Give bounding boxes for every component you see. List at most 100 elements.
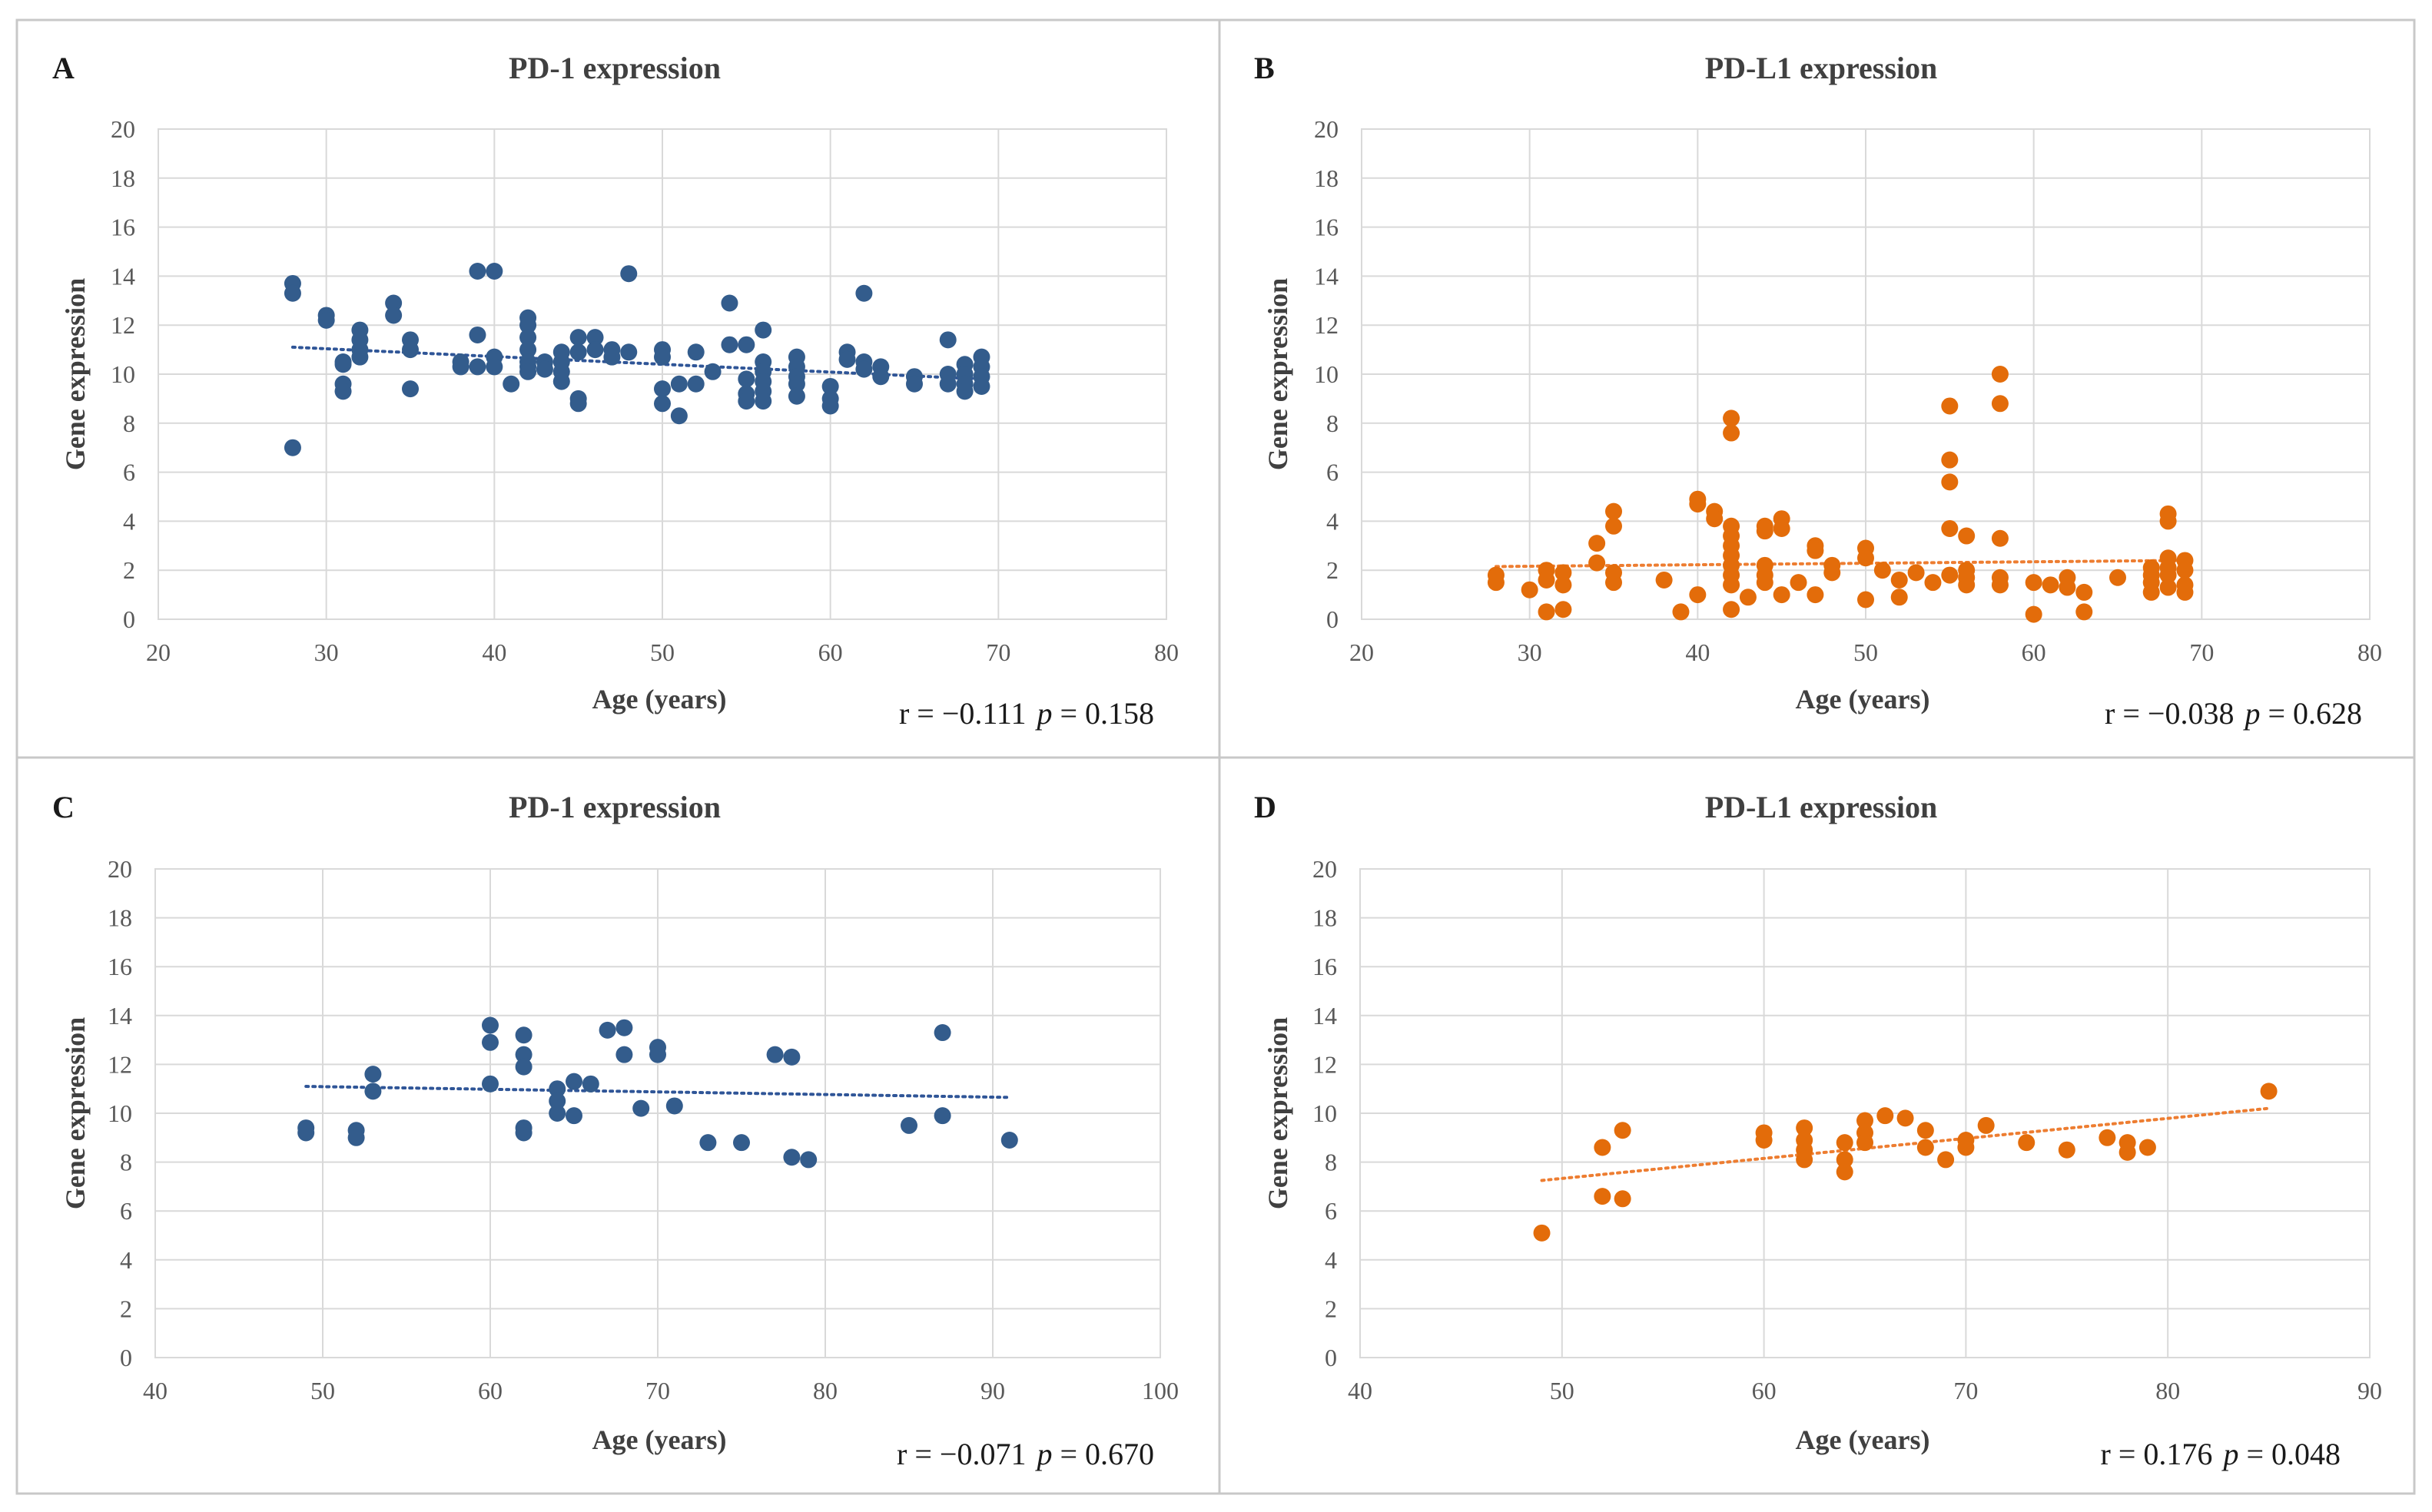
data-point <box>939 331 957 349</box>
data-point <box>1773 586 1790 604</box>
y-tick-label: 4 <box>120 1246 132 1274</box>
data-point <box>469 263 486 280</box>
data-point <box>2059 579 2076 596</box>
data-point <box>482 1033 499 1051</box>
plot-frame <box>1359 868 2371 1358</box>
y-tick-label: 0 <box>123 605 135 633</box>
data-point <box>2159 579 2177 596</box>
plot-frame <box>1361 128 2371 620</box>
y-tick-label: 2 <box>1326 556 1339 584</box>
plot-area: 0 2 4 6 8 10 12 14 16 18 20 20 30 40 50 60 70 80 <box>1314 115 2382 666</box>
correlation-stat: r = 0.176 p = 0.048 <box>2101 1437 2341 1471</box>
data-point <box>1655 571 1673 589</box>
data-point <box>486 263 503 280</box>
panel-d: D PD-L1 expression 0 2 4 6 8 10 12 14 16 18 20 40 50… <box>1218 756 2416 1495</box>
data-point <box>515 1026 533 1044</box>
y-tick-label: 2 <box>120 1295 132 1322</box>
panel-frame <box>15 756 1221 1495</box>
data-point <box>1991 529 2009 547</box>
x-tick-label: 70 <box>645 1377 670 1404</box>
data-point <box>1836 1134 1853 1152</box>
data-point <box>1823 564 1841 582</box>
y-tick-label: 2 <box>123 556 135 584</box>
data-point <box>721 294 738 312</box>
data-point <box>2159 566 2177 584</box>
x-axis-label: Age (years) <box>1796 1424 1930 1455</box>
data-point <box>582 1075 599 1093</box>
r-value: r = 0.176 <box>2101 1437 2213 1471</box>
data-point <box>603 348 621 366</box>
data-point <box>317 311 335 329</box>
y-axis-label: Gene expression <box>1262 1017 1293 1209</box>
data-point <box>838 350 856 368</box>
data-point <box>482 1016 499 1034</box>
chart-title: PD-1 expression <box>509 51 721 85</box>
data-point <box>284 439 301 456</box>
data-point <box>452 358 469 376</box>
data-point <box>1941 519 1959 537</box>
data-point <box>569 395 587 413</box>
p-label: p <box>1034 1437 1052 1471</box>
data-point <box>755 393 772 410</box>
panel-letter: A <box>52 51 75 85</box>
data-point <box>620 343 638 361</box>
data-point <box>1958 576 1976 594</box>
x-tick-label: 30 <box>1518 638 1542 666</box>
p-label: p <box>2242 696 2260 731</box>
data-point <box>1689 496 1707 513</box>
data-point <box>385 307 403 324</box>
data-point <box>2260 1083 2278 1100</box>
y-tick-label: 0 <box>1325 1344 1337 1371</box>
data-point <box>1756 522 1773 540</box>
data-point <box>1790 574 1807 592</box>
data-point <box>687 343 705 361</box>
data-point <box>1873 562 1891 579</box>
data-point <box>482 1075 499 1093</box>
y-tick-label: 10 <box>1314 360 1339 388</box>
panel-letter: B <box>1254 51 1275 85</box>
data-point <box>1991 366 2009 383</box>
data-point <box>855 284 873 302</box>
data-point <box>855 360 873 378</box>
data-point <box>615 1019 633 1036</box>
x-tick-label: 90 <box>980 1377 1005 1404</box>
plot-frame <box>154 868 1161 1358</box>
y-tick-label: 20 <box>108 855 132 883</box>
data-point <box>1723 424 1740 442</box>
data-point <box>2176 583 2194 601</box>
data-point <box>1755 1131 1773 1149</box>
data-point <box>566 1107 582 1125</box>
data-point <box>1605 502 1622 520</box>
y-tick-label: 4 <box>1325 1246 1337 1274</box>
data-point <box>2159 512 2177 530</box>
y-tick-label: 10 <box>1312 1099 1337 1127</box>
r-value: r = −0.111 <box>899 696 1026 731</box>
data-point <box>1991 576 2009 594</box>
data-point <box>1941 451 1959 469</box>
data-point <box>519 341 537 359</box>
x-tick-label: 50 <box>650 638 675 666</box>
y-tick-label: 4 <box>1326 507 1339 535</box>
y-tick-label: 14 <box>1314 262 1339 290</box>
x-tick-label: 50 <box>310 1377 335 1404</box>
y-tick-label: 12 <box>111 311 135 339</box>
plot-area: 0 2 4 6 8 10 12 14 16 18 20 40 50 60 70 80 90 <box>1312 855 2382 1404</box>
trendline <box>304 1085 1011 1099</box>
data-point <box>599 1021 616 1039</box>
data-point <box>1977 1116 1995 1134</box>
x-tick-label: 90 <box>2357 1377 2382 1404</box>
panel-frame <box>1218 18 2416 759</box>
data-point <box>515 1124 533 1142</box>
data-point <box>1533 1224 1551 1242</box>
data-point <box>566 1073 582 1090</box>
data-point <box>519 363 537 380</box>
data-point <box>1588 554 1606 572</box>
correlation-stat: r = −0.038 p = 0.628 <box>2105 696 2362 731</box>
y-tick-label: 8 <box>1326 410 1339 437</box>
data-point <box>738 370 755 388</box>
y-tick-label: 20 <box>111 115 135 143</box>
data-point <box>1807 586 1824 604</box>
x-tick-label: 80 <box>1154 638 1179 666</box>
data-point <box>1937 1151 1955 1169</box>
data-point <box>1836 1163 1853 1181</box>
